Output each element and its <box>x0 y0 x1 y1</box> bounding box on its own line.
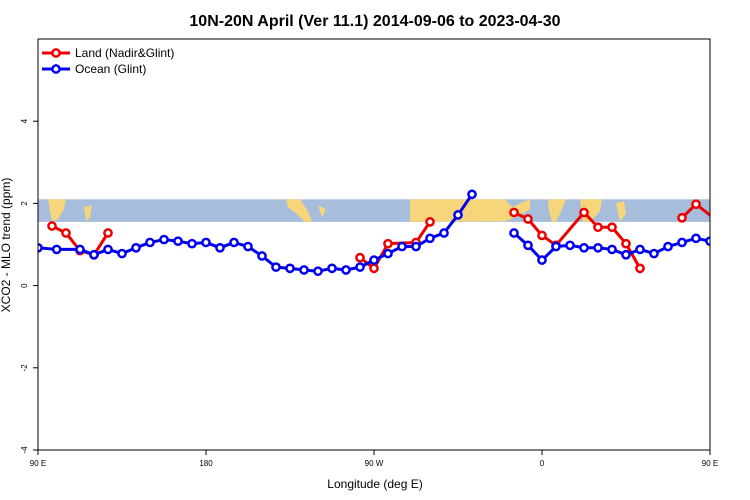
data-point <box>593 242 603 253</box>
data-point <box>663 241 673 252</box>
data-point <box>103 228 113 238</box>
data-point <box>467 189 477 200</box>
data-point <box>635 263 645 274</box>
data-point <box>103 244 113 255</box>
data-point <box>369 263 379 274</box>
legend: Land (Nadir&Glint) Ocean (Glint) <box>42 46 174 76</box>
data-point <box>131 242 141 253</box>
land-mass <box>318 205 326 218</box>
y-tick-label: 2 <box>20 201 29 206</box>
data-point <box>677 237 687 248</box>
data-point <box>369 255 379 265</box>
land-shapes <box>48 199 626 222</box>
data-point <box>159 234 169 245</box>
data-point <box>621 238 631 249</box>
data-point <box>565 240 575 251</box>
x-tick-label: 180 <box>199 459 213 468</box>
data-point <box>734 229 741 236</box>
y-tick-label: 0 <box>20 283 29 288</box>
x-tick-label: 0 <box>540 459 545 468</box>
y-tick-label: 4 <box>20 118 29 123</box>
data-point <box>173 236 183 247</box>
data-point <box>145 237 155 248</box>
data-point <box>691 233 701 244</box>
data-point <box>89 249 99 260</box>
land-ocean-band <box>38 199 710 222</box>
data-point <box>341 265 351 275</box>
data-point <box>75 244 85 255</box>
legend-label: Ocean (Glint) <box>75 62 146 76</box>
land-mass <box>616 201 626 222</box>
data-point <box>327 263 337 274</box>
data-point <box>579 242 589 253</box>
data-point <box>607 222 617 233</box>
ocean-band <box>38 199 710 222</box>
legend-marker <box>51 64 61 74</box>
x-axis-label: Longitude (deg E) <box>327 477 422 491</box>
data-point <box>271 262 281 272</box>
legend-label: Land (Nadir&Glint) <box>75 46 174 60</box>
data-point <box>51 244 62 255</box>
land-mass <box>48 199 66 222</box>
y-tick-label: -2 <box>20 364 29 372</box>
x-tick-label: 90 W <box>365 459 384 468</box>
legend-marker <box>51 48 61 58</box>
data-point <box>607 244 617 255</box>
data-point <box>61 228 71 238</box>
x-tick-label: 90 E <box>702 459 718 468</box>
data-point <box>355 252 365 263</box>
data-point <box>677 212 687 223</box>
data-point <box>705 236 710 247</box>
data-point <box>313 266 323 277</box>
series-ocean <box>38 189 710 277</box>
data-point <box>551 241 561 252</box>
data-point <box>537 255 547 265</box>
data-point <box>635 244 645 255</box>
data-point <box>720 222 727 229</box>
data-point <box>47 221 57 231</box>
data-point <box>355 262 365 272</box>
data-point <box>509 207 519 218</box>
data-point <box>649 248 659 259</box>
data-point <box>187 238 197 249</box>
land-mass <box>548 199 566 222</box>
data-point <box>425 217 435 227</box>
data-point <box>383 238 393 249</box>
y-axis: -4 -2 0 2 4 <box>20 118 38 454</box>
data-point <box>425 233 435 244</box>
data-point <box>243 241 253 252</box>
land-mass <box>410 199 530 222</box>
data-point <box>523 240 533 251</box>
chart-title: 10N-20N April (Ver 11.1) 2014-09-06 to 2… <box>189 13 560 30</box>
data-point <box>537 230 547 241</box>
data-point <box>523 214 533 224</box>
x-tick-label: 90 E <box>30 459 46 468</box>
data-point <box>285 263 295 274</box>
y-tick-label: -4 <box>20 446 29 454</box>
data-point <box>117 248 127 259</box>
data-point <box>593 222 603 233</box>
land-mass <box>286 199 312 222</box>
data-point <box>215 242 225 253</box>
data-point <box>691 199 701 210</box>
data-point <box>579 207 589 218</box>
data-point <box>509 228 519 238</box>
data-point <box>299 265 309 275</box>
data-point <box>453 210 463 220</box>
data-point <box>201 237 211 248</box>
data-point <box>411 241 421 252</box>
y-axis-label: XCO2 - MLO trend (ppm) <box>0 178 13 313</box>
data-point <box>621 249 631 260</box>
data-point <box>397 241 407 252</box>
data-point <box>229 237 239 248</box>
x-axis: 90 E 180 90 W 0 90 E <box>30 450 718 468</box>
data-point <box>439 228 449 238</box>
data-point <box>383 248 393 259</box>
land-mass <box>84 205 92 222</box>
data-point <box>257 251 267 261</box>
